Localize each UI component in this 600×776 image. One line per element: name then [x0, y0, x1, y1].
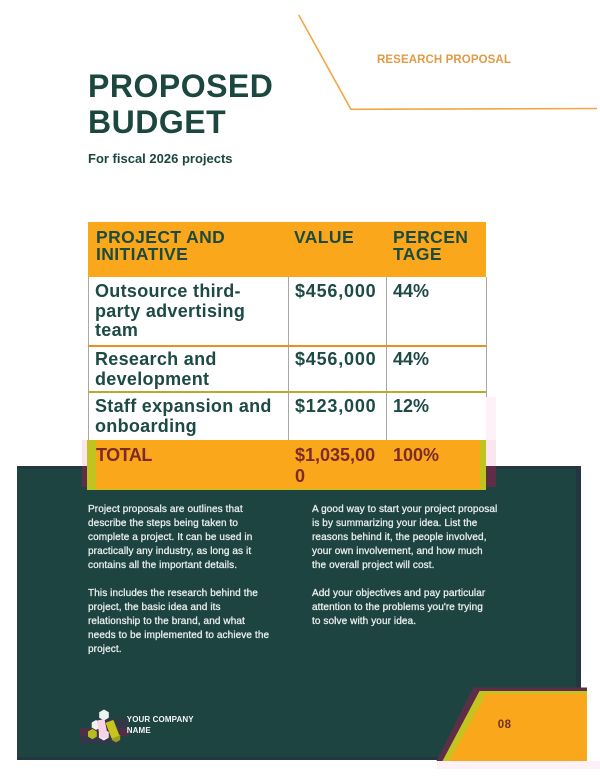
svg-text:08: 08 — [498, 719, 512, 731]
